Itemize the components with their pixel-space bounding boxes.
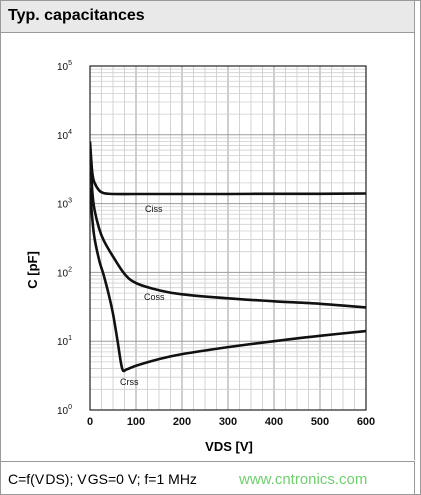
- test-condition: C=f(V DS); V GS=0 V; f=1 MHz: [8, 471, 197, 487]
- series-annotation-coss: Coss: [144, 292, 165, 302]
- grid: [89, 66, 367, 411]
- series-line-coss: [90, 145, 366, 309]
- axis-labels: C [pF] VDS [V]: [25, 251, 253, 454]
- y-tick-label: 105: [57, 60, 72, 73]
- y-tick-label: 101: [57, 335, 72, 348]
- axes: 0 100 200 300 400 500 600 100 101 102 103 104 105: [57, 60, 375, 428]
- x-tick-label: 200: [173, 416, 191, 428]
- chart-area: 0 100 200 300 400 500 600 100 101 102 103 104 105 Ci…: [1, 33, 415, 460]
- panel-title: Typ. capacitances: [8, 7, 145, 24]
- series-line-crss: [90, 187, 366, 373]
- series-line-ciss: [90, 141, 366, 196]
- series-lines: Ciss Coss Crss: [90, 141, 366, 387]
- panel-header: Typ. capacitances: [1, 1, 415, 33]
- y-axis-label: C [pF]: [25, 251, 40, 289]
- x-tick-label: 400: [265, 416, 283, 428]
- y-tick-label: 104: [57, 129, 72, 142]
- x-tick-label: 100: [127, 416, 145, 428]
- capacitance-chart: 0 100 200 300 400 500 600 100 101 102 103 104 105 Ci…: [25, 60, 375, 454]
- plot-frame: [89, 65, 367, 411]
- y-tick-label: 102: [57, 266, 72, 279]
- x-tick-label: 300: [219, 416, 237, 428]
- series-annotation-ciss: Ciss: [145, 204, 163, 214]
- x-tick-label: 600: [357, 416, 375, 428]
- x-tick-label: 0: [87, 416, 93, 428]
- x-axis-label: VDS [V]: [205, 439, 253, 454]
- watermark: www.cntronics.com: [239, 471, 368, 488]
- series-annotation-crss: Crss: [120, 377, 139, 387]
- y-tick-label: 100: [57, 404, 72, 417]
- x-tick-label: 500: [311, 416, 329, 428]
- panel-footer: C=f(V DS); V GS=0 V; f=1 MHz www.cntroni…: [1, 461, 415, 495]
- y-tick-label: 103: [57, 198, 72, 211]
